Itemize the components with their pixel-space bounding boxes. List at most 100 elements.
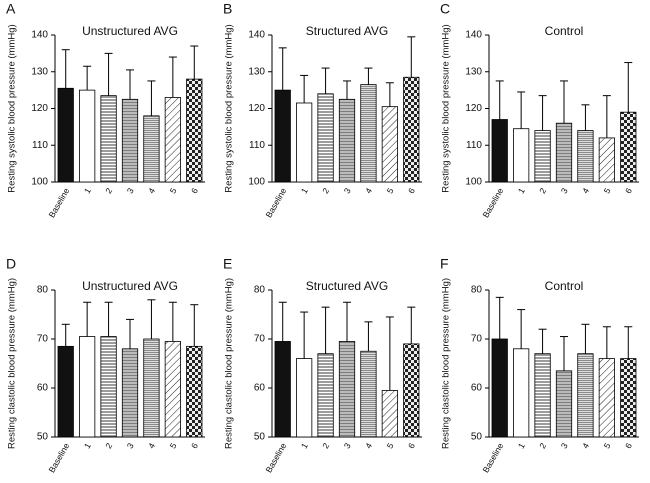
y-tick-label: 70 (254, 334, 266, 345)
x-tick-label: 5 (168, 186, 179, 195)
x-tick-label: 5 (602, 186, 613, 195)
bar (317, 93, 334, 183)
x-tick-label: 6 (623, 441, 634, 450)
bar (555, 122, 573, 183)
bar (598, 358, 615, 438)
bar (513, 128, 530, 183)
x-tick-label: 6 (406, 186, 417, 195)
x-tick-label: 2 (537, 186, 548, 195)
y-tick-label: 70 (37, 334, 49, 345)
y-tick-label: 110 (249, 140, 265, 151)
y-tick-label: 140 (465, 30, 482, 41)
x-tick-label: Baseline (263, 186, 288, 219)
x-tick-label: Baseline (46, 441, 71, 474)
y-tick-label: 130 (248, 66, 265, 77)
x-tick-label: 4 (363, 186, 374, 195)
bar (274, 89, 291, 183)
y-tick-label: 60 (254, 383, 266, 394)
y-tick-label: 140 (31, 30, 48, 41)
y-tick-label: 100 (248, 177, 265, 188)
bar (403, 76, 420, 183)
x-tick-label: 1 (299, 186, 310, 195)
y-tick-label: 120 (465, 103, 482, 114)
x-tick-label: 3 (125, 441, 136, 450)
bar (57, 345, 74, 438)
panel-title: Unstructured AVG (82, 279, 178, 293)
bar (403, 343, 420, 438)
panel-letter: F (440, 256, 449, 272)
y-tick-label: 60 (471, 383, 483, 394)
panel: A Unstructured AVG Resting systolic blood … (6, 1, 205, 219)
y-axis-label: Resting systolic blood pressure (mmHg) (441, 24, 452, 192)
y-tick-label: 130 (31, 66, 48, 77)
bar (620, 358, 637, 438)
panel-title: Control (545, 279, 584, 293)
bar (338, 341, 356, 438)
bar (296, 102, 313, 183)
bar (186, 345, 203, 438)
bar (513, 348, 530, 438)
x-tick-label: 5 (385, 441, 396, 450)
panel-letter: B (223, 1, 232, 17)
x-tick-label: 3 (125, 186, 136, 195)
panel: C Control Resting systolic blood pressure … (440, 1, 639, 219)
x-tick-label: 2 (320, 186, 331, 195)
y-tick-label: 50 (254, 432, 266, 443)
x-tick-label: 5 (602, 441, 613, 450)
bar (143, 338, 160, 438)
bar (555, 370, 573, 438)
x-tick-label: 6 (189, 186, 200, 195)
x-tick-label: 2 (537, 441, 548, 450)
y-axis-label: Resting systolic blood pressure (mmHg) (224, 24, 235, 192)
bar (534, 353, 551, 438)
y-tick-label: 120 (31, 103, 48, 114)
y-tick-label: 110 (466, 140, 482, 151)
bar (491, 338, 508, 438)
bar (360, 84, 377, 183)
panel-letter: C (440, 1, 450, 17)
panel-letter: D (6, 256, 16, 272)
x-tick-label: Baseline (480, 441, 505, 474)
bar (143, 115, 160, 183)
y-tick-label: 130 (465, 66, 482, 77)
x-tick-label: 3 (342, 441, 353, 450)
bar (164, 341, 181, 438)
x-tick-label: 2 (103, 441, 114, 450)
x-tick-label: 2 (320, 441, 331, 450)
y-tick-label: 100 (31, 177, 48, 188)
x-tick-label: Baseline (46, 186, 71, 219)
x-tick-label: 3 (342, 186, 353, 195)
y-axis-label: Resting clastolic blood pressure (mmHg) (224, 278, 235, 449)
x-tick-label: 6 (623, 186, 634, 195)
x-tick-label: 6 (189, 441, 200, 450)
y-axis-label: Resting clastolic blood pressure (mmHg) (441, 278, 452, 449)
bar (534, 130, 551, 183)
y-tick-label: 60 (37, 383, 49, 394)
bar (360, 350, 377, 438)
bar (620, 111, 637, 183)
panel: B Structured AVG Resting systolic blood pr… (223, 1, 422, 219)
y-tick-label: 120 (248, 103, 265, 114)
x-tick-label: 1 (516, 186, 527, 195)
y-tick-label: 50 (471, 432, 483, 443)
bar (577, 353, 594, 438)
bar (381, 390, 398, 438)
bar (577, 130, 594, 183)
bar (164, 97, 181, 183)
bar (100, 336, 117, 438)
x-tick-label: 4 (363, 441, 374, 450)
bar (296, 358, 313, 438)
y-tick-label: 100 (465, 177, 482, 188)
panel: D Unstructured AVG Resting clastolic blood… (6, 256, 205, 474)
bar (598, 137, 615, 183)
bar (79, 89, 96, 183)
y-tick-label: 140 (248, 30, 265, 41)
bar (338, 98, 356, 183)
x-tick-label: 3 (559, 186, 570, 195)
bar (491, 119, 508, 183)
x-tick-label: 2 (103, 186, 114, 195)
x-tick-label: Baseline (263, 441, 288, 474)
panel: E Structured AVG Resting clastolic blood p… (223, 256, 422, 474)
y-tick-label: 80 (37, 285, 49, 296)
